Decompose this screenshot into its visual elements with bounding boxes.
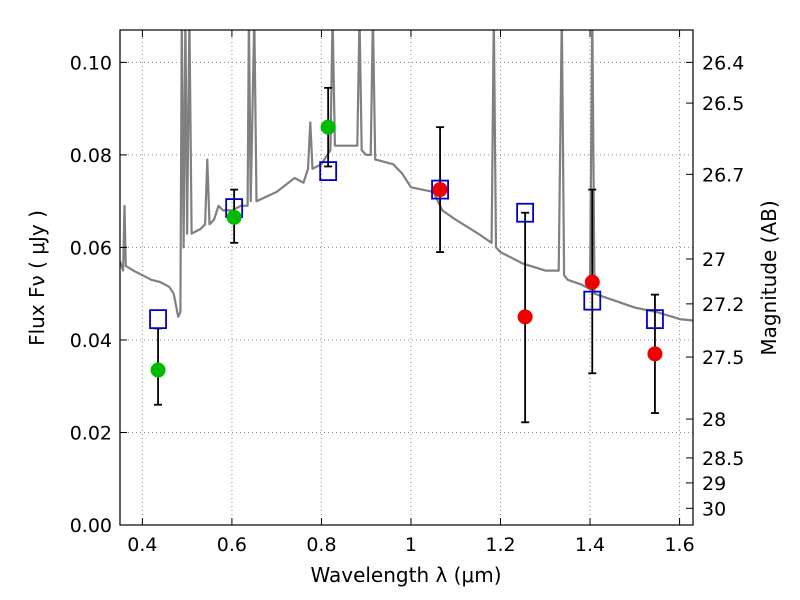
y2-tick-label: 26.4 (702, 52, 744, 74)
x-tick-label: 1 (405, 534, 417, 556)
y2-tick-label: 28 (702, 409, 726, 431)
plot-frame (119, 29, 694, 526)
y2-tick-label: 27.2 (702, 294, 744, 316)
y2-tick-label: 28.5 (702, 448, 744, 470)
y-tick-label: 0.04 (70, 330, 112, 352)
measurement-point-red (647, 346, 663, 362)
x-tick-label: 1.4 (575, 534, 605, 556)
y-tick-label: 0.00 (70, 515, 112, 537)
model-photometry-square (431, 179, 449, 200)
detection-point-green (150, 362, 166, 378)
model-photometry-square (646, 309, 664, 330)
y2-tick-label: 26.7 (702, 164, 744, 186)
y-axis-label: Flux Fν ( μJy ) (25, 210, 49, 346)
y2-axis-label: Magnitude (AB) (757, 200, 781, 355)
y2-tick-label: 29 (702, 473, 726, 495)
model-photometry-square (583, 290, 602, 311)
axes: 0.4 0.6 0.8 1 1.2 1.4 1.6 0.00 0.02 0.04 0.06 0.08 0… (70, 30, 744, 556)
measurement-point-red (584, 274, 600, 290)
y-tick-label: 0.10 (70, 52, 112, 74)
x-axis-label: Wavelength λ (μm) (310, 563, 501, 587)
x-tick-label: 0.4 (127, 534, 157, 556)
x-tick-label: 0.6 (217, 534, 247, 556)
detection-point-green (226, 209, 242, 225)
measurement-point-red (432, 182, 448, 198)
y-tick-label: 0.08 (70, 145, 112, 167)
x-tick-label: 0.8 (306, 534, 336, 556)
model-photometry-square (516, 202, 535, 223)
plot-area (120, 30, 693, 424)
measurement-point-red (517, 309, 533, 325)
y2-tick-label: 27 (702, 249, 726, 271)
model-photometry-square (149, 309, 167, 330)
x-tick-label: 1.6 (664, 534, 694, 556)
grid (120, 30, 693, 526)
y2-tick-label: 30 (702, 498, 726, 520)
y2-tick-label: 27.5 (702, 347, 744, 369)
y-tick-label: 0.02 (70, 422, 112, 444)
x-tick-label: 1.2 (485, 534, 515, 556)
model-photometry-square (319, 161, 338, 181)
y-tick-label: 0.06 (70, 237, 112, 259)
model-spectrum-line (120, 30, 693, 322)
detection-point-green (320, 119, 336, 135)
y2-tick-label: 26.5 (702, 93, 744, 115)
